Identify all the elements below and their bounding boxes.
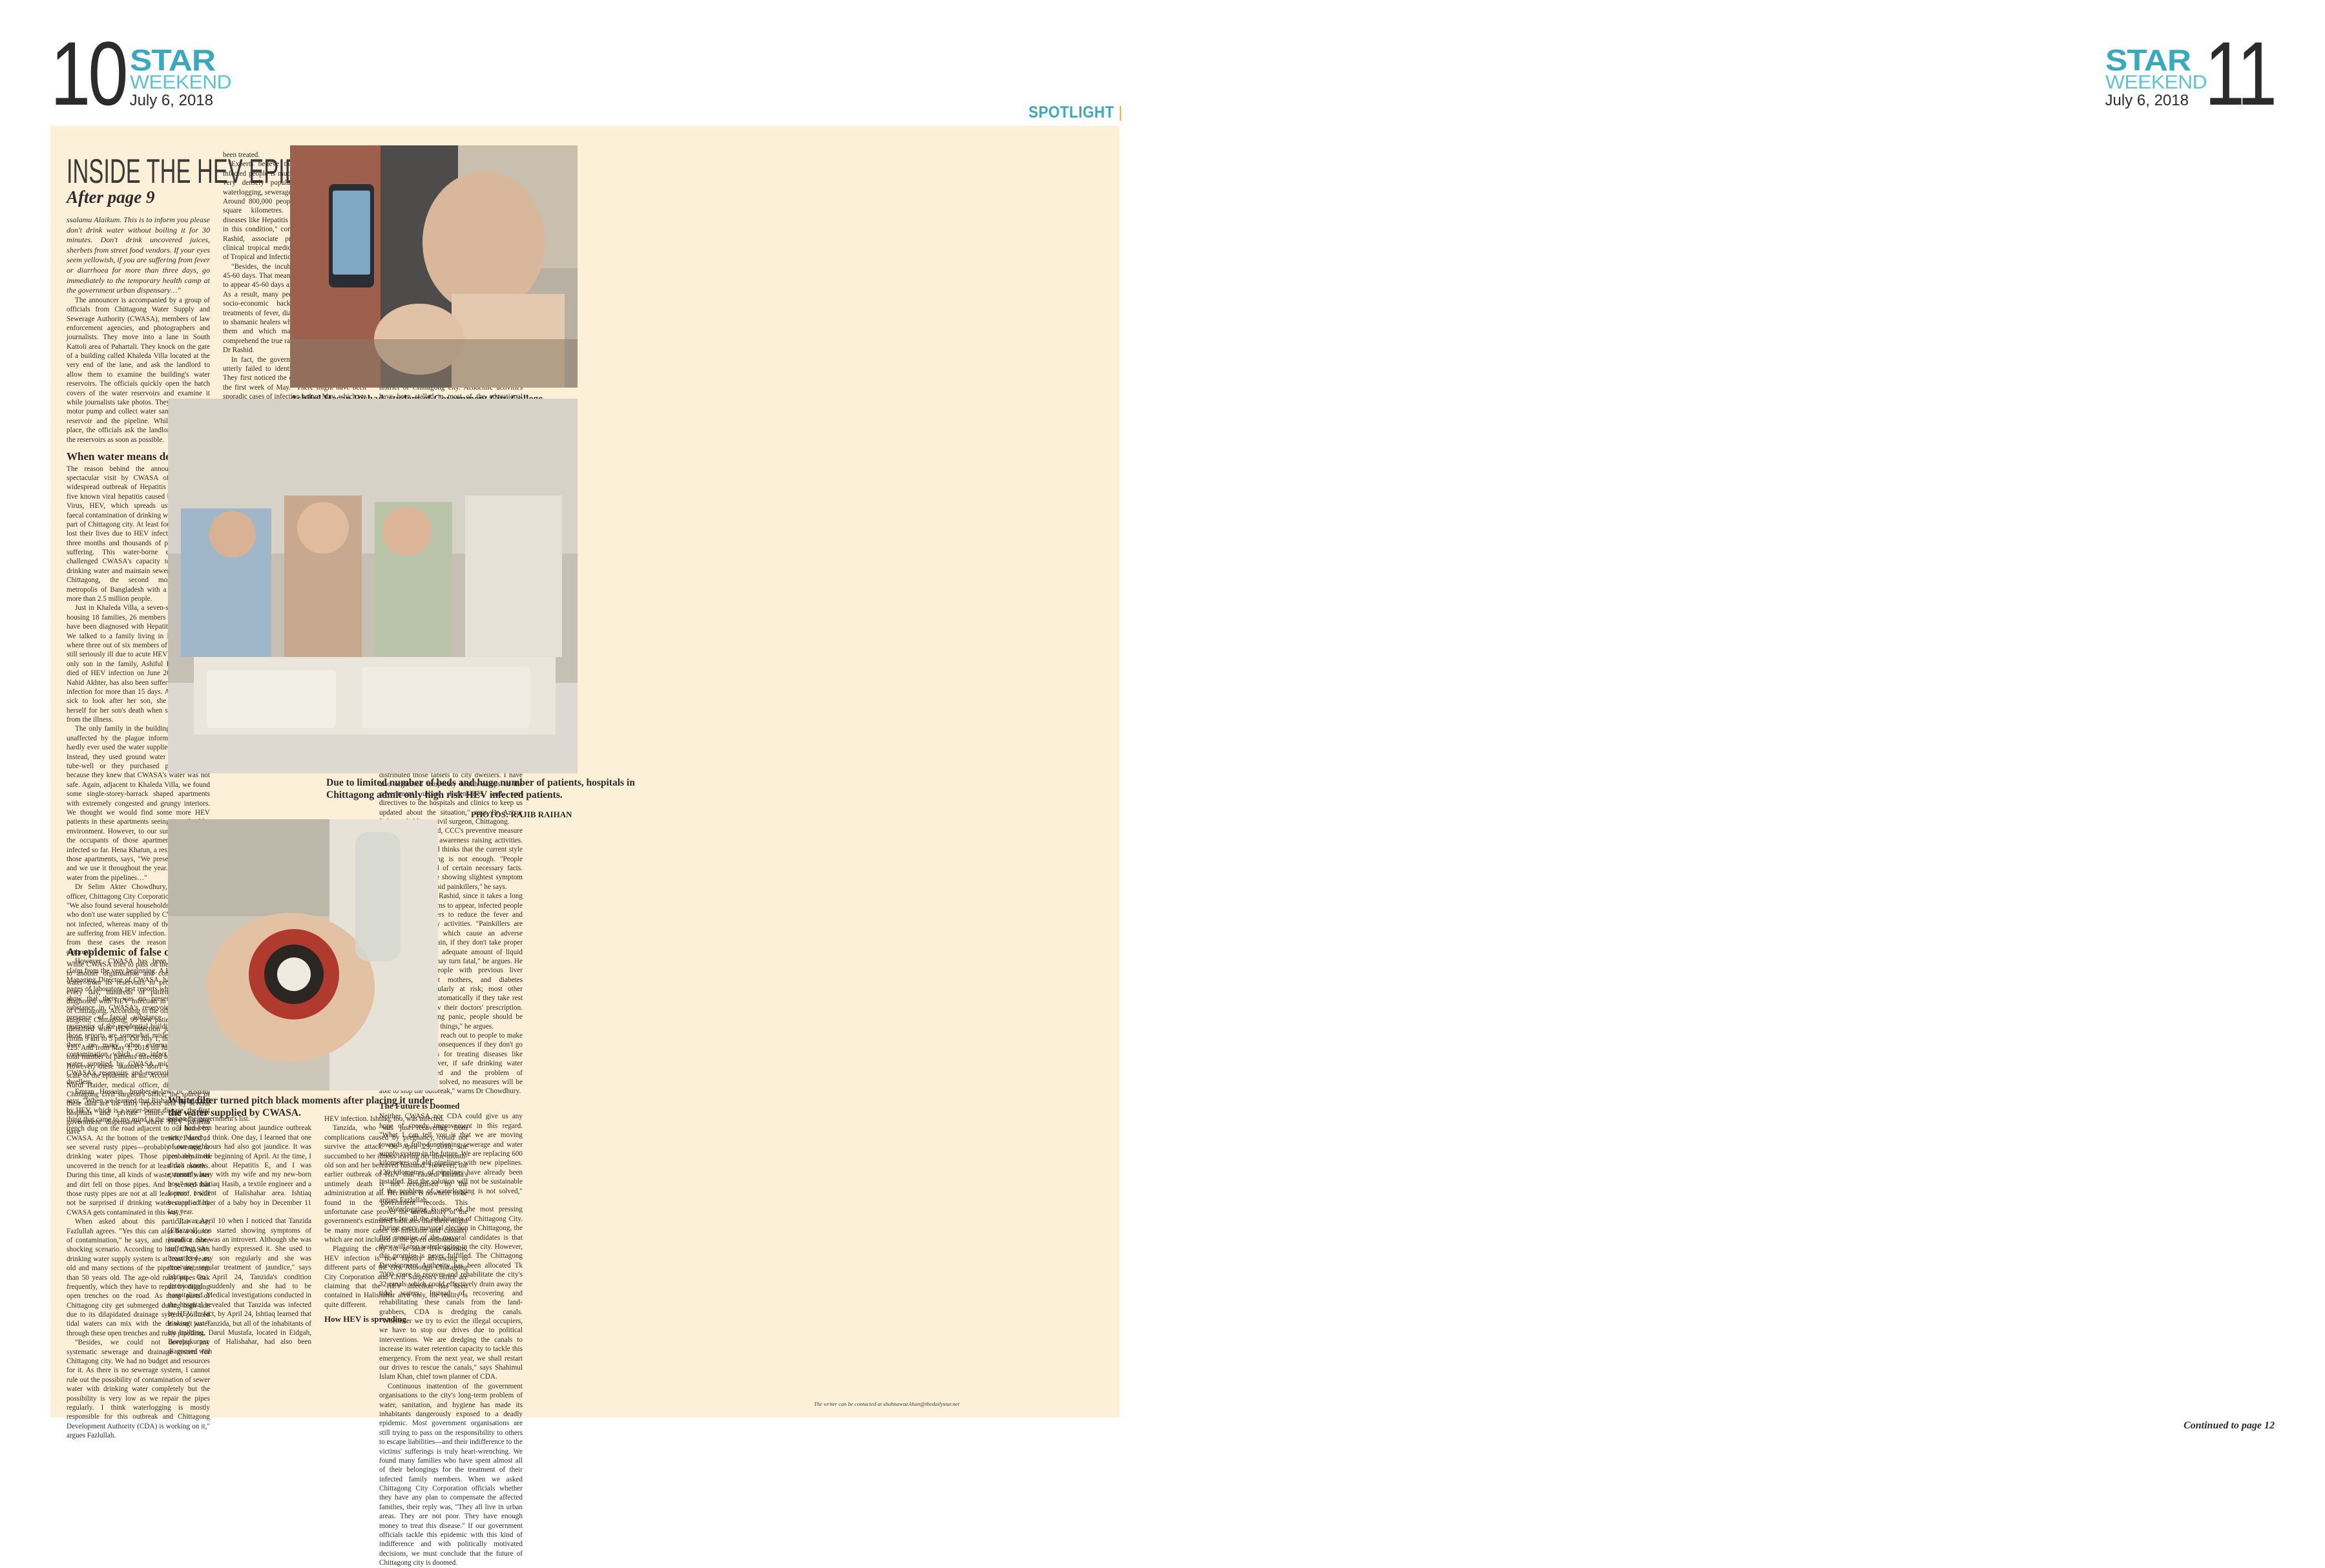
subhead-future-is-doomed: The Future is Doomed (379, 1100, 460, 1111)
subhead-how-hev-is-spreading: How HEV is spreading (324, 1314, 407, 1324)
left-bottom-column-2: HEV infection. Ishtiaq, too, was infecte… (324, 1114, 468, 1326)
paragraph: not on the government's list. (168, 1115, 250, 1123)
paragraph: Plaguing the city for at least five mont… (324, 1245, 468, 1309)
masthead-left: 10 STAR WEEKEND July 6, 2018 (50, 28, 232, 119)
masthead-right: 11 STAR WEEKEND July 6, 2018 (2105, 28, 2277, 119)
paragraph: HEV infection. Ishtiaq, too, was infecte… (324, 1115, 444, 1123)
left-article-title: INSIDE THE HEV EPIDEMIC (67, 153, 357, 191)
subhead-when-water-means-death: When water means death (67, 450, 186, 463)
paragraph: "Besides, we could not develop any syste… (67, 1339, 210, 1440)
lead-italic: ssalamu Alaikum. This is to inform you p… (67, 215, 210, 295)
star-weekend-logo-left: STAR WEEKEND July 6, 2018 (129, 45, 232, 111)
logo-weekend-text: WEEKEND (2105, 72, 2207, 93)
writer-contact-note: The writer can be contacted at shahnawaz… (813, 1401, 959, 1407)
subhead-epidemic-of-false-claims: An epidemic of false claims (67, 946, 194, 958)
photo-water-filter-image (168, 819, 438, 1091)
paragraph: Waterlogging is one of the most pressing… (379, 1206, 523, 1381)
page-right: 11 STAR WEEKEND July 6, 2018 | ENVIRONME… (1163, 0, 2325, 1487)
paragraph: When asked about this particular case, F… (67, 1218, 210, 1337)
paragraph: "It was April 10 when I noticed that Tan… (168, 1217, 311, 1355)
photo-water-filter (168, 819, 438, 1091)
paragraph: Neither CWASA nor CDA could give us any … (379, 1113, 523, 1204)
photo-rishad (290, 145, 578, 388)
issue-date-left: July 6, 2018 (129, 92, 213, 109)
page-number-left: 10 (50, 23, 129, 125)
photo-hospital-ward (168, 399, 578, 773)
issue-date-right: July 6, 2018 (2105, 92, 2189, 109)
section-tag-spotlight-label: SPOTLIGHT (1028, 103, 1114, 121)
photo-hospital-ward-image (168, 399, 578, 773)
paragraph: Tanzida, who was just recovering from co… (324, 1124, 468, 1244)
continued-note: Continued to page 12 (2184, 1420, 2275, 1431)
logo-star-text: STAR (129, 43, 216, 77)
paragraph: "I had been hearing about jaundice outbr… (168, 1124, 311, 1216)
page-left: 10 STAR WEEKEND July 6, 2018 SPOTLIGHT |… (0, 0, 1163, 1567)
paragraph: Continuous inattention of the government… (379, 1382, 523, 1567)
left-article-continuation-note: After page 9 (67, 187, 155, 207)
paragraph: Emran Hossain, brother-in-law of Rishad,… (67, 1087, 210, 1217)
caption-water-filter: White filter turned pitch black moments … (168, 1095, 434, 1119)
star-weekend-logo-right: STAR WEEKEND July 6, 2018 (2105, 45, 2207, 111)
page-number-right: 11 (2204, 23, 2277, 125)
caption-hospital-ward: Due to limited number of beds and huge n… (326, 777, 635, 801)
paragraph: been treated. (223, 151, 260, 159)
logo-weekend-text: WEEKEND (129, 72, 232, 93)
section-tag-spotlight: SPOTLIGHT | (1028, 103, 1123, 122)
left-bottom-column-1: not on the government's list. "I had bee… (168, 1114, 311, 1356)
photo-rishad-image (290, 145, 578, 388)
logo-star-text: STAR (2105, 43, 2191, 77)
section-tag-bar: | (1118, 103, 1123, 121)
photo-credit: PHOTOS: RAJIB RAIHAN (471, 810, 572, 819)
